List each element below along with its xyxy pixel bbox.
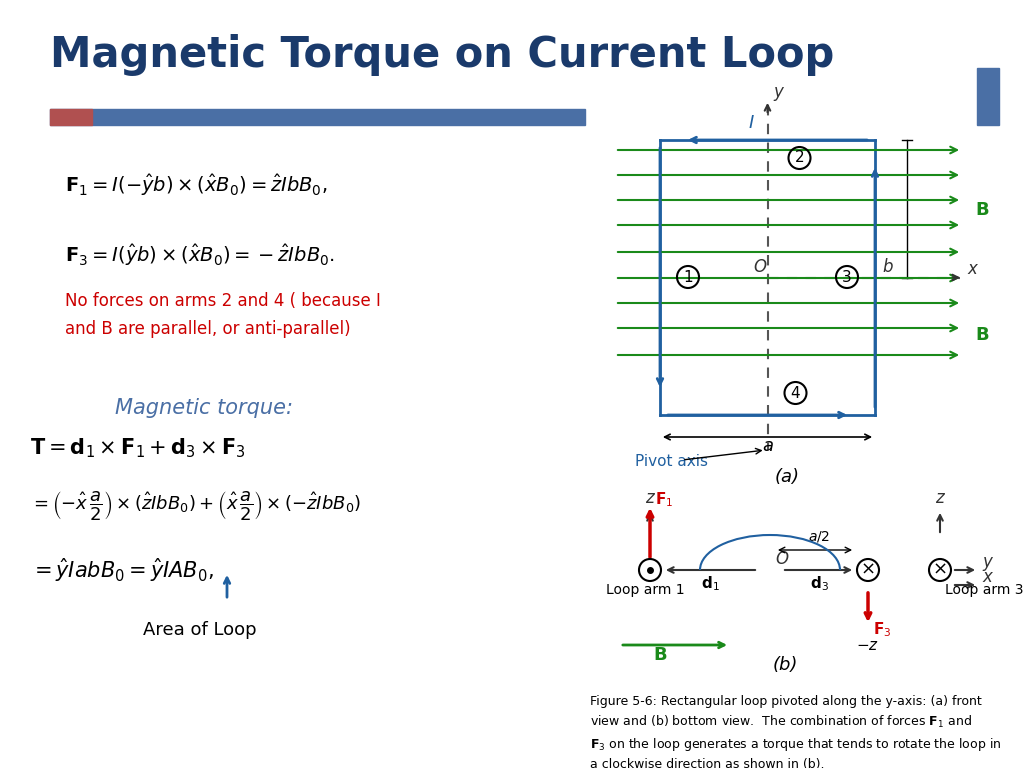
Text: x: x [967,260,977,279]
Text: 1: 1 [683,270,693,284]
Text: $I$: $I$ [748,114,755,132]
Text: y: y [982,553,992,571]
Circle shape [639,559,662,581]
Text: Pivot axis: Pivot axis [635,455,708,469]
Text: $\mathbf{F}_3 = I(\hat{y}b) \times (\hat{x}B_0) = -\hat{z}IbB_0.$: $\mathbf{F}_3 = I(\hat{y}b) \times (\hat… [65,242,335,268]
Text: Magnetic torque:: Magnetic torque: [115,398,293,418]
Text: z: z [935,489,944,507]
Text: z: z [645,489,653,507]
Text: b: b [882,259,893,276]
Text: $\mathbf{d}_3$: $\mathbf{d}_3$ [810,574,828,594]
Text: $= \left(-\hat{x}\,\dfrac{a}{2}\right) \times (\hat{z}IbB_0) + \left(\hat{x}\,\d: $= \left(-\hat{x}\,\dfrac{a}{2}\right) \… [30,488,361,521]
Text: ×: × [933,561,947,579]
Text: Loop arm 1: Loop arm 1 [605,583,684,597]
Text: Figure 5-6: Rectangular loop pivoted along the y-axis: (a) front
view and (b) bo: Figure 5-6: Rectangular loop pivoted alo… [590,695,1001,768]
Text: $= \hat{y}IabB_0 = \hat{y}IAB_0,$: $= \hat{y}IabB_0 = \hat{y}IAB_0,$ [30,556,214,584]
Text: 3: 3 [842,270,852,284]
Text: $-z$: $-z$ [856,637,880,653]
Bar [977,68,999,125]
Text: B: B [975,326,988,344]
Text: $\mathbf{d}_1$: $\mathbf{d}_1$ [700,574,720,594]
Text: 2: 2 [795,151,804,165]
Circle shape [857,559,879,581]
Text: $a/2$: $a/2$ [808,528,830,544]
Text: y: y [773,83,783,101]
Text: $a$: $a$ [762,437,773,455]
Text: $\mathbf{F}_1 = I(-\hat{y}b) \times (\hat{x}B_0) = \hat{z}IbB_0,$: $\mathbf{F}_1 = I(-\hat{y}b) \times (\ha… [65,172,328,198]
Bar [50,109,92,125]
Text: O: O [775,550,788,568]
Text: No forces on arms 2 and 4 ( because I
and B are parallel, or anti-parallel): No forces on arms 2 and 4 ( because I an… [65,292,381,338]
Text: (a): (a) [775,468,800,486]
Text: 4: 4 [791,386,801,400]
Text: (b): (b) [772,656,798,674]
Text: Magnetic Torque on Current Loop: Magnetic Torque on Current Loop [50,34,835,76]
Text: O: O [754,257,767,276]
Text: B: B [653,646,667,664]
Text: B: B [975,201,988,219]
Bar [50,109,585,125]
Text: $\mathbf{F}_1$: $\mathbf{F}_1$ [655,491,674,509]
Text: Loop arm 3: Loop arm 3 [945,583,1024,597]
Text: x: x [982,568,992,586]
Text: Area of Loop: Area of Loop [143,621,257,639]
Text: ×: × [860,561,876,579]
Text: $\mathbf{F}_3$: $\mathbf{F}_3$ [873,621,892,639]
Text: $\mathbf{T} = \mathbf{d}_1 \times \mathbf{F}_1 + \mathbf{d}_3 \times \mathbf{F}_: $\mathbf{T} = \mathbf{d}_1 \times \mathb… [30,436,246,460]
Circle shape [929,559,951,581]
